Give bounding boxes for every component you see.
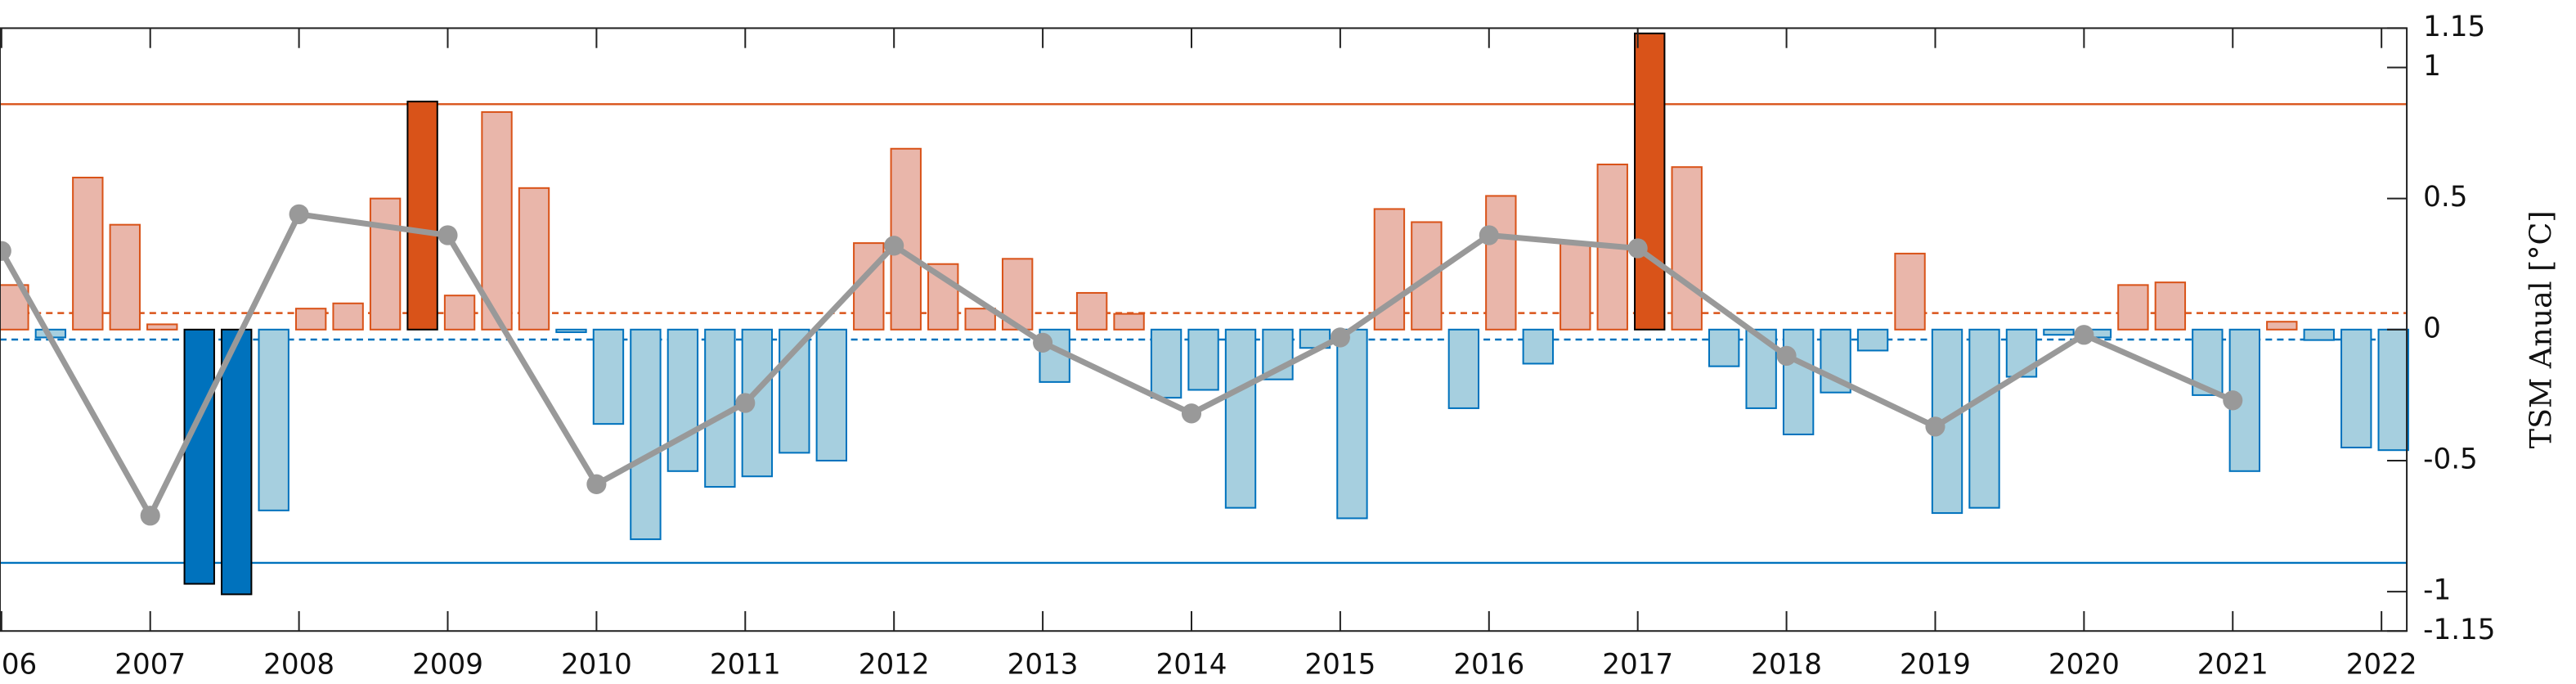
bar [2340,328,2372,448]
y-tick-label: 1.15 [2423,11,2485,43]
bar [2154,281,2187,331]
bar [1075,291,1108,331]
bar [294,308,327,331]
annual-point [1776,345,1797,366]
x-tick-label: 2008 [263,648,334,681]
annual-point [2074,325,2094,345]
bar [1447,328,1480,409]
bar [406,101,438,331]
bar [1113,313,1145,331]
bar [1968,328,2000,509]
bar [555,328,587,334]
y-tick-label: 0.5 [2423,181,2467,214]
annual-point [884,236,904,256]
bar [1150,328,1183,399]
y-tick-label: -1.15 [2423,614,2495,646]
x-tick-label: 2020 [2049,648,2120,681]
x-tick-label: 2007 [114,648,186,681]
bar [1708,328,1740,367]
bar [1745,328,1777,409]
annual-point [735,393,756,413]
bar [221,328,253,596]
x-tick-label: 2010 [561,648,632,681]
annual-line [0,211,2234,519]
x-tick-label: 2013 [1008,648,1079,681]
annual-point [1627,238,1648,259]
y-tick-label: 0 [2423,312,2441,344]
bar [1894,252,1926,331]
bar [481,110,513,331]
bar [2117,284,2149,331]
x-tick-label: 2011 [710,648,781,681]
annual-point [1181,403,1202,424]
bar [1336,328,1368,520]
bar [1522,328,1555,365]
y-tick-label: 1 [2423,50,2441,83]
annual-point [289,204,309,225]
bar [146,323,178,331]
x-tick-label: 2018 [1751,648,1822,681]
bar [815,328,847,462]
bar [1671,166,1703,331]
bar [666,328,699,472]
x-tick-label: 2014 [1156,648,1227,681]
bar [109,223,141,331]
bar [2266,321,2298,331]
x-tick-label: 2012 [859,648,930,681]
x-tick-label: 2022 [2346,648,2417,681]
bar [1224,328,1257,509]
x-tick-label: 2016 [1453,648,1524,681]
bar [1187,328,1219,391]
bar [592,328,625,425]
bar [2303,328,2335,341]
annual-point [2223,390,2243,411]
annual-point [1479,225,1499,245]
annual-point [586,474,607,494]
x-tick-label: 2021 [2197,648,2269,681]
annual-point [1033,332,1053,353]
bar [1782,328,1815,435]
bar [258,328,289,511]
bar [332,302,364,331]
bar [2043,328,2075,336]
annual-point [0,241,11,261]
bar [443,295,476,331]
bar [369,197,402,331]
x-tick-label: 2015 [1304,648,1376,681]
y-axis-label: TSM Anual [°C] [2523,210,2558,448]
x-tick-label: 2019 [1900,648,1971,681]
annual-point [438,225,458,245]
y-tick-label: -0.5 [2423,443,2478,475]
annual-point [1330,327,1350,348]
bar [72,177,104,331]
bar [1856,328,1889,352]
bar [518,187,550,331]
x-tick-label: 2006 [0,648,37,681]
annual-point [140,506,160,526]
y-tick-label: -1 [2423,574,2451,607]
bar [1560,242,1591,331]
x-tick-label: 2009 [412,648,483,681]
bar [779,328,810,454]
bar [630,328,662,541]
bar [964,308,996,331]
bar [1485,195,1517,331]
bar [183,328,215,585]
x-tick-label: 2017 [1602,648,1673,681]
annual-point [1925,416,1945,437]
bar [1634,32,1666,331]
bar [2377,328,2409,452]
